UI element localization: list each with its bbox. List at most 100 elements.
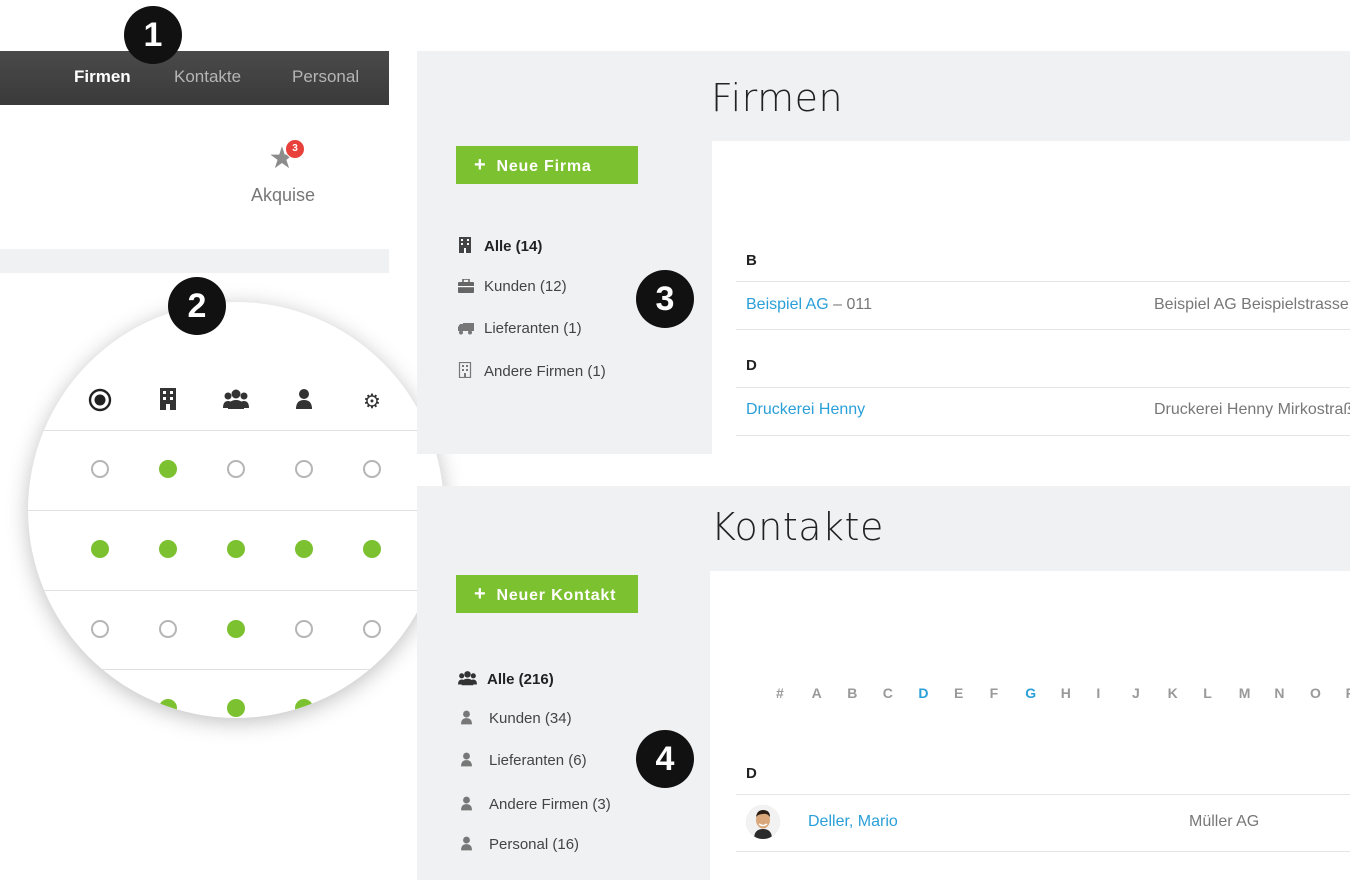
group-letter: D: [746, 357, 757, 374]
filter-kontakte-lieferanten[interactable]: Lieferanten (6): [458, 752, 587, 774]
building-icon: [154, 388, 182, 416]
plus-icon: +: [474, 154, 487, 176]
row-divider: [736, 435, 1350, 436]
new-contact-button[interactable]: + Neuer Kontakt: [456, 575, 638, 613]
filter-kontakte-alle[interactable]: Alle (216): [458, 670, 554, 692]
building-outline-icon: [458, 361, 474, 379]
permission-dot-disabled[interactable]: [227, 460, 245, 478]
matrix-divider: [28, 590, 444, 591]
company-number: – 011: [828, 296, 873, 313]
alphabet-letter[interactable]: G: [1025, 685, 1037, 701]
row-divider: [736, 794, 1350, 795]
company-address: Druckerei Henny Mirkostraß: [1154, 401, 1350, 418]
permission-dot-disabled[interactable]: [363, 460, 381, 478]
permission-dot-disabled[interactable]: [91, 460, 109, 478]
filter-label: Personal (16): [489, 836, 580, 853]
kontakte-header: [417, 486, 1350, 571]
permission-dot-enabled[interactable]: [295, 699, 313, 717]
alphabet-letter[interactable]: F: [989, 685, 999, 701]
permission-dot-disabled[interactable]: [159, 620, 177, 638]
alphabet-letter[interactable]: L: [1203, 685, 1212, 701]
page-title-firmen: Firmen: [711, 76, 844, 120]
user-icon: [460, 752, 476, 768]
notification-badge: 3: [285, 139, 305, 159]
company-name-link[interactable]: Druckerei Henny: [746, 401, 866, 418]
company-name-link[interactable]: Beispiel AG: [746, 296, 829, 313]
alphabet-letter[interactable]: P: [1346, 685, 1350, 701]
permission-dot-disabled[interactable]: [363, 620, 381, 638]
filter-firmen-alle[interactable]: Alle (14): [458, 237, 542, 259]
permission-dot-enabled[interactable]: [295, 540, 313, 558]
alphabet-letter[interactable]: N: [1274, 685, 1285, 701]
permission-dot-enabled[interactable]: [159, 460, 177, 478]
akquise-label[interactable]: Akquise: [250, 185, 316, 205]
new-company-button[interactable]: + Neue Firma: [456, 146, 638, 184]
user-icon: [290, 388, 318, 416]
filter-label: Kunden (34): [489, 710, 572, 727]
group-letter: B: [746, 252, 757, 269]
alphabet-letter[interactable]: E: [954, 685, 964, 701]
callout-marker-3: 3: [636, 270, 694, 328]
alphabet-letter[interactable]: C: [882, 685, 893, 701]
filter-firmen-kunden[interactable]: Kunden (12): [458, 278, 567, 300]
alphabet-letter[interactable]: A: [811, 685, 822, 701]
eye-icon: [86, 388, 114, 416]
permission-dot-enabled[interactable]: [363, 699, 381, 717]
permission-dot-enabled[interactable]: [227, 540, 245, 558]
users-icon: [222, 388, 250, 416]
filter-label: Lieferanten (6): [489, 752, 587, 769]
callout-marker-2: 2: [168, 277, 226, 335]
row-divider: [736, 281, 1350, 282]
nav-item-personal[interactable]: Personal: [292, 67, 360, 86]
filter-label: Andere Firmen (3): [489, 796, 611, 813]
user-icon: [460, 836, 476, 852]
permission-dot-disabled[interactable]: [91, 620, 109, 638]
permission-dot-enabled[interactable]: [91, 699, 109, 717]
permission-dot-enabled[interactable]: [159, 699, 177, 717]
row-divider: [736, 387, 1350, 388]
alphabet-letter[interactable]: D: [918, 685, 929, 701]
permission-dot-enabled[interactable]: [159, 540, 177, 558]
kontakte-filter-list: Alle (216) Kunden (34) Lieferanten (6) A…: [458, 669, 698, 869]
filter-kontakte-personal[interactable]: Personal (16): [458, 836, 579, 858]
alphabet-letter[interactable]: K: [1167, 685, 1178, 701]
alphabet-letter[interactable]: O: [1310, 685, 1321, 701]
filter-kontakte-kunden[interactable]: Kunden (34): [458, 710, 572, 732]
company-row: Druckerei Henny: [746, 401, 865, 419]
permission-dot-enabled[interactable]: [363, 540, 381, 558]
alphabet-letter[interactable]: H: [1060, 685, 1071, 701]
row-divider: [736, 329, 1350, 330]
alphabet-letter[interactable]: #: [776, 685, 784, 701]
gear-icon: ⚙: [363, 391, 381, 413]
avatar: [746, 805, 780, 839]
permission-dot-enabled[interactable]: [91, 540, 109, 558]
filter-firmen-lieferanten[interactable]: Lieferanten (1): [458, 320, 582, 342]
new-contact-label: Neuer Kontakt: [496, 587, 617, 604]
kontakte-sidebar: [417, 571, 710, 880]
alphabet-letter[interactable]: I: [1096, 685, 1101, 701]
permission-dot-disabled[interactable]: [295, 460, 313, 478]
filter-kontakte-andere[interactable]: Andere Firmen (3): [458, 796, 611, 818]
filter-label: Andere Firmen (1): [484, 363, 606, 380]
nav-item-firmen[interactable]: Firmen: [74, 67, 131, 86]
filter-label: Lieferanten (1): [484, 320, 582, 337]
user-icon: [460, 710, 476, 726]
new-company-label: Neue Firma: [496, 158, 592, 175]
filter-label: Alle (216): [487, 671, 554, 688]
alphabet-filter: # A B C D E F G H I J K L M N O P: [776, 685, 1350, 705]
permission-dot-disabled[interactable]: [295, 620, 313, 638]
filter-label: Alle (14): [484, 238, 543, 255]
filter-firmen-andere[interactable]: Andere Firmen (1): [458, 361, 606, 384]
nav-item-kontakte[interactable]: Kontakte: [174, 67, 242, 86]
user-icon: [460, 796, 476, 812]
row-divider: [736, 851, 1350, 852]
alphabet-letter[interactable]: M: [1238, 685, 1251, 701]
permission-dot-enabled[interactable]: [227, 699, 245, 717]
firmen-filter-list: Alle (14) Kunden (12) Lieferanten (1) An…: [458, 236, 698, 396]
alphabet-letter[interactable]: J: [1132, 685, 1140, 701]
matrix-divider: [28, 669, 444, 670]
permission-dot-enabled[interactable]: [227, 620, 245, 638]
contact-name-link[interactable]: Deller, Mario: [808, 813, 898, 830]
group-letter: D: [746, 765, 757, 782]
alphabet-letter[interactable]: B: [847, 685, 858, 701]
